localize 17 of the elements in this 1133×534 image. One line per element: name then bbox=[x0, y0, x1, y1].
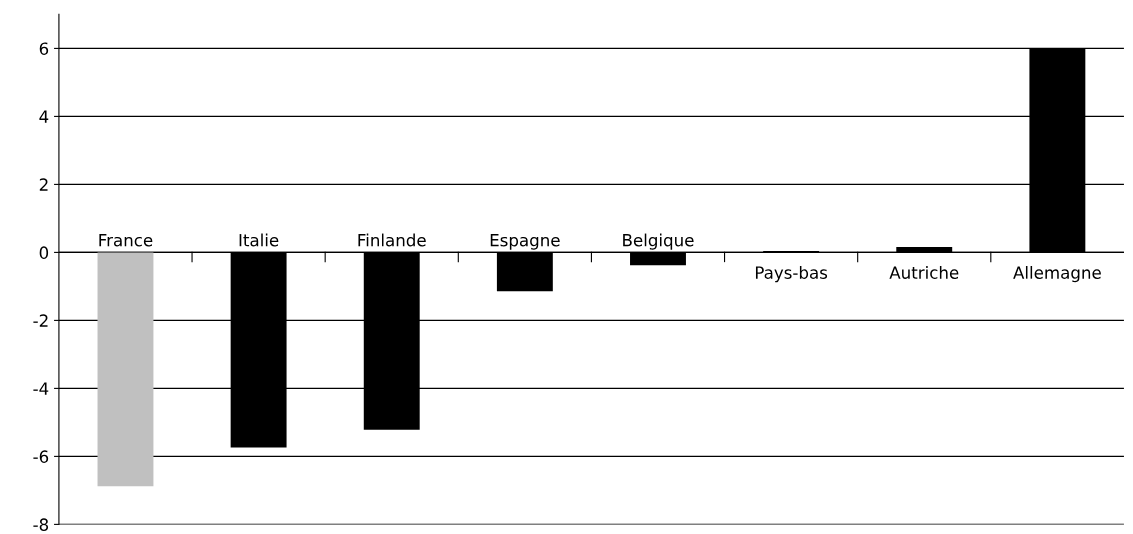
bar bbox=[97, 252, 154, 487]
x-tick-label: Belgique bbox=[623, 233, 694, 250]
y-tick-label: 2 bbox=[39, 178, 48, 191]
x-tick-label: France bbox=[99, 234, 153, 247]
y-tick-label: 4 bbox=[39, 110, 49, 123]
x-tick-label: Finlande bbox=[358, 233, 426, 247]
y-tick-label: -6 bbox=[33, 450, 49, 463]
y-tick-label: -4 bbox=[33, 382, 49, 395]
y-tick-label: 0 bbox=[39, 246, 49, 259]
y-tick-label: -2 bbox=[33, 314, 48, 327]
x-tick-label: Italie bbox=[239, 233, 279, 247]
y-tick-label: -8 bbox=[33, 518, 49, 531]
x-tick-label: Allemagne bbox=[1013, 266, 1101, 283]
x-tick-label: Autriche bbox=[889, 266, 959, 279]
y-tick-label: 6 bbox=[39, 42, 49, 55]
x-tick-label: Pays-bas bbox=[755, 266, 828, 283]
x-tick-label: Espagne bbox=[490, 234, 560, 250]
